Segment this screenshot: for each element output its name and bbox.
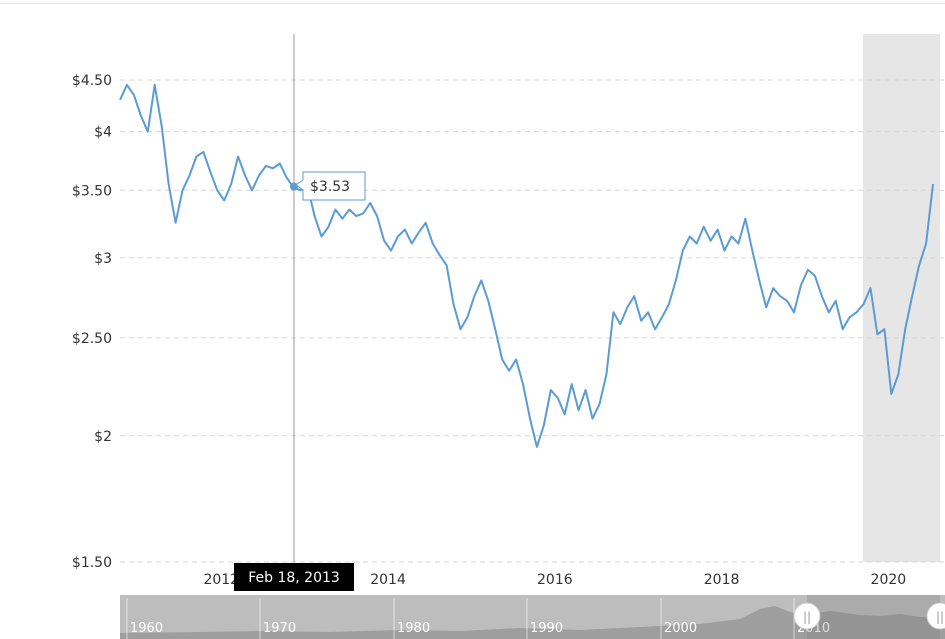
x-tick-label: 2020 (871, 572, 907, 588)
x-tick-label: 2016 (537, 572, 573, 588)
y-tick-label: $2.50 (72, 331, 112, 347)
navigator-series (120, 606, 945, 639)
y-tick-label: $4.50 (72, 73, 112, 89)
navigator-selected-range[interactable] (807, 595, 940, 639)
navigator-right-handle-grip: || (936, 610, 944, 624)
date-label-text: Feb 18, 2013 (248, 570, 340, 586)
navigator[interactable]: 196019701980199020002010 || || (120, 595, 945, 639)
grid-lines (120, 79, 945, 563)
y-tick-label: $3 (94, 251, 112, 267)
date-label: Feb 18, 2013 (234, 563, 354, 591)
navigator-left-handle[interactable] (793, 602, 821, 630)
navigator-left-handle-grip: || (803, 610, 811, 624)
x-axis: 2012 2014 2016 2018 2020 (203, 572, 906, 588)
x-tick-label: 2012 (203, 572, 239, 588)
recession-highlight (863, 34, 940, 562)
y-tick-label: $3.50 (72, 183, 112, 199)
x-tick-label: 2018 (704, 572, 740, 588)
y-tick-label: $2 (94, 429, 112, 445)
navigator-label: 1960 (130, 621, 163, 636)
price-line[interactable] (119, 83, 934, 448)
navigator-label: 1970 (263, 621, 296, 636)
y-axis: $1.50 $2 $2.50 $3 $3.50 $4 $4.50 (72, 73, 112, 571)
x-tick-label: 2014 (370, 572, 406, 588)
tooltip-value: $3.53 (310, 179, 350, 195)
top-divider (0, 3, 945, 4)
navigator-label: 1980 (397, 621, 430, 636)
navigator-label: 1990 (530, 621, 563, 636)
date-label-box (234, 563, 354, 591)
navigator-label: 2000 (664, 621, 697, 636)
y-tick-label: $4 (94, 125, 112, 141)
navigator-right-handle[interactable] (926, 602, 945, 630)
navigator-axis: 196019701980199020002010 (126, 598, 830, 639)
tooltip-box (295, 171, 366, 201)
crosshair-point (290, 182, 298, 191)
value-tooltip: $3.53 (295, 171, 366, 201)
y-tick-label: $1.50 (72, 555, 112, 571)
